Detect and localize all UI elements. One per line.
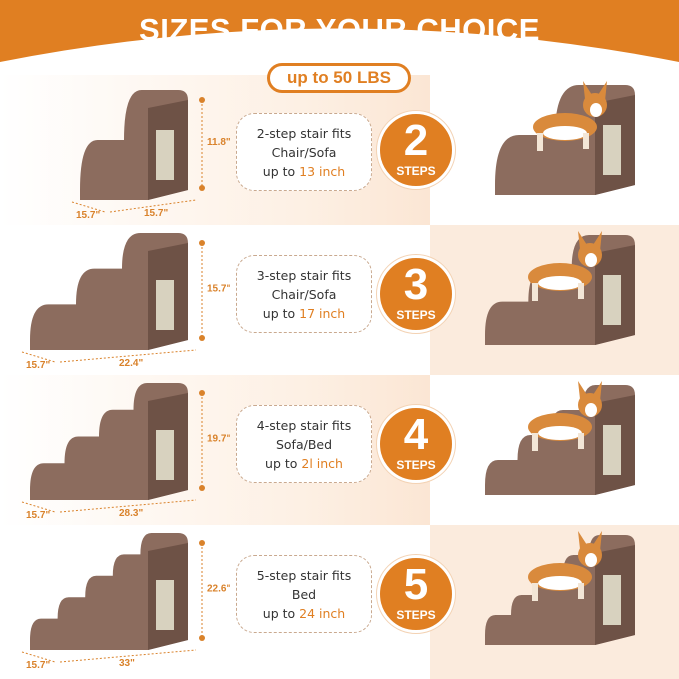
dim-dot [199, 97, 205, 103]
fit-line-2: Chair/Sofa [271, 145, 337, 160]
height-dim-label: 11.8" [207, 137, 230, 148]
steps-label: STEPS [396, 308, 436, 322]
steps-number: 4 [403, 410, 429, 459]
fit-height-value: 13 inch [299, 164, 346, 179]
dim-dot [199, 240, 205, 246]
scratch-pad [156, 130, 174, 180]
fit-line-1: 3-step stair fits [256, 268, 352, 283]
scratch-pad [603, 575, 621, 625]
stair-product-diagram: 15.7" 15.7" 22.4" [21, 233, 230, 370]
length-dim-label: 28.3" [119, 508, 143, 519]
dim-dot [199, 390, 205, 396]
stair-product-diagram: 19.7" 15.7" 28.3" [21, 383, 230, 520]
length-dim-label: 22.4" [119, 358, 143, 369]
stair-product-diagram: 22.6" 15.7" 33" [21, 533, 230, 670]
height-dim-label: 22.6" [207, 584, 230, 595]
fit-line-3: up to 17 inch [237, 304, 371, 323]
fit-prefix: up to [265, 456, 302, 471]
fit-description: 3-step stair fits Chair/Sofa up to 17 in… [236, 255, 372, 333]
scratch-pad [603, 125, 621, 175]
height-dim-label: 19.7" [207, 434, 230, 445]
scratch-pad [156, 580, 174, 630]
weight-limit-badge: up to 50 LBS [267, 63, 411, 93]
dim-dot [199, 540, 205, 546]
header-banner: SIZES FOR YOUR CHOICE [0, 0, 679, 80]
dim-dot [199, 335, 205, 341]
dim-dot [199, 185, 205, 191]
depth-dim-label: 15.7" [26, 660, 50, 670]
scratch-pad [156, 280, 174, 330]
corgi-dog [528, 381, 602, 451]
fit-line-3: up to 2l inch [237, 454, 371, 473]
height-dim-label: 15.7" [207, 284, 230, 295]
depth-dim-line [21, 651, 56, 663]
fit-line-3: up to 13 inch [237, 162, 371, 181]
length-dim-line [59, 349, 197, 363]
fit-height-value: 2l inch [301, 456, 343, 471]
fit-height-value: 24 inch [299, 606, 346, 621]
fit-prefix: up to [262, 606, 300, 621]
size-row-3-step: 3-step stair fits Chair/Sofa up to 17 in… [0, 225, 679, 375]
length-dim-label: 33" [119, 658, 135, 669]
scratch-pad [603, 425, 621, 475]
fit-line-2: Bed [291, 587, 317, 602]
steps-number: 3 [403, 260, 429, 309]
depth-dim-label: 15.7" [26, 360, 50, 370]
fit-line-2: Chair/Sofa [271, 287, 337, 302]
stair-product-diagram: 11.8" 15.7" 15.7" [71, 90, 230, 220]
stair-with-dog-photo [485, 231, 635, 345]
fit-description: 4-step stair fits Sofa/Bed up to 2l inch [236, 405, 372, 483]
corgi-dog [528, 531, 602, 601]
steps-badge: 2 STEPS [377, 111, 455, 189]
depth-dim-line [21, 501, 56, 513]
steps-badge: 4 STEPS [377, 405, 455, 483]
depth-dim-line [71, 201, 106, 213]
fit-line-1: 5-step stair fits [256, 568, 352, 583]
depth-dim-label: 15.7" [26, 510, 50, 520]
dim-dot [199, 635, 205, 641]
fit-height-value: 17 inch [299, 306, 346, 321]
depth-dim-label: 15.7" [76, 210, 100, 220]
length-dim-line [109, 199, 197, 213]
stair-with-dog-photo [485, 531, 635, 645]
fit-description: 2-step stair fits Chair/Sofa up to 13 in… [236, 113, 372, 191]
fit-line-1: 4-step stair fits [256, 418, 352, 433]
corgi-dog [528, 231, 602, 301]
size-row-4-step: 4-step stair fits Sofa/Bed up to 2l inch… [0, 375, 679, 525]
length-dim-line [59, 649, 197, 663]
fit-line-2: Sofa/Bed [275, 437, 333, 452]
steps-label: STEPS [396, 608, 436, 622]
scratch-pad [603, 275, 621, 325]
stair-with-dog-photo [485, 381, 635, 495]
scratch-pad [156, 430, 174, 480]
fit-description: 5-step stair fits Bed up to 24 inch [236, 555, 372, 633]
header-arc [0, 0, 679, 62]
depth-dim-line [21, 351, 56, 363]
stair-with-dog-photo [495, 81, 635, 195]
page-title: SIZES FOR YOUR CHOICE [139, 12, 540, 47]
corgi-dog [533, 81, 607, 151]
steps-label: STEPS [396, 458, 436, 472]
dim-dot [199, 485, 205, 491]
length-dim-label: 15.7" [144, 208, 168, 219]
steps-badge: 3 STEPS [377, 255, 455, 333]
length-dim-line [59, 499, 197, 513]
steps-number: 5 [403, 560, 429, 609]
fit-line-1: 2-step stair fits [256, 126, 352, 141]
steps-badge: 5 STEPS [377, 555, 455, 633]
fit-line-3: up to 24 inch [237, 604, 371, 623]
steps-number: 2 [403, 116, 429, 165]
fit-prefix: up to [262, 306, 300, 321]
size-row-2-step: 2-step stair fits Chair/Sofa up to 13 in… [0, 75, 679, 225]
fit-prefix: up to [262, 164, 300, 179]
size-row-5-step: 5-step stair fits Bed up to 24 inch 5 ST… [0, 525, 679, 679]
steps-label: STEPS [396, 164, 436, 178]
